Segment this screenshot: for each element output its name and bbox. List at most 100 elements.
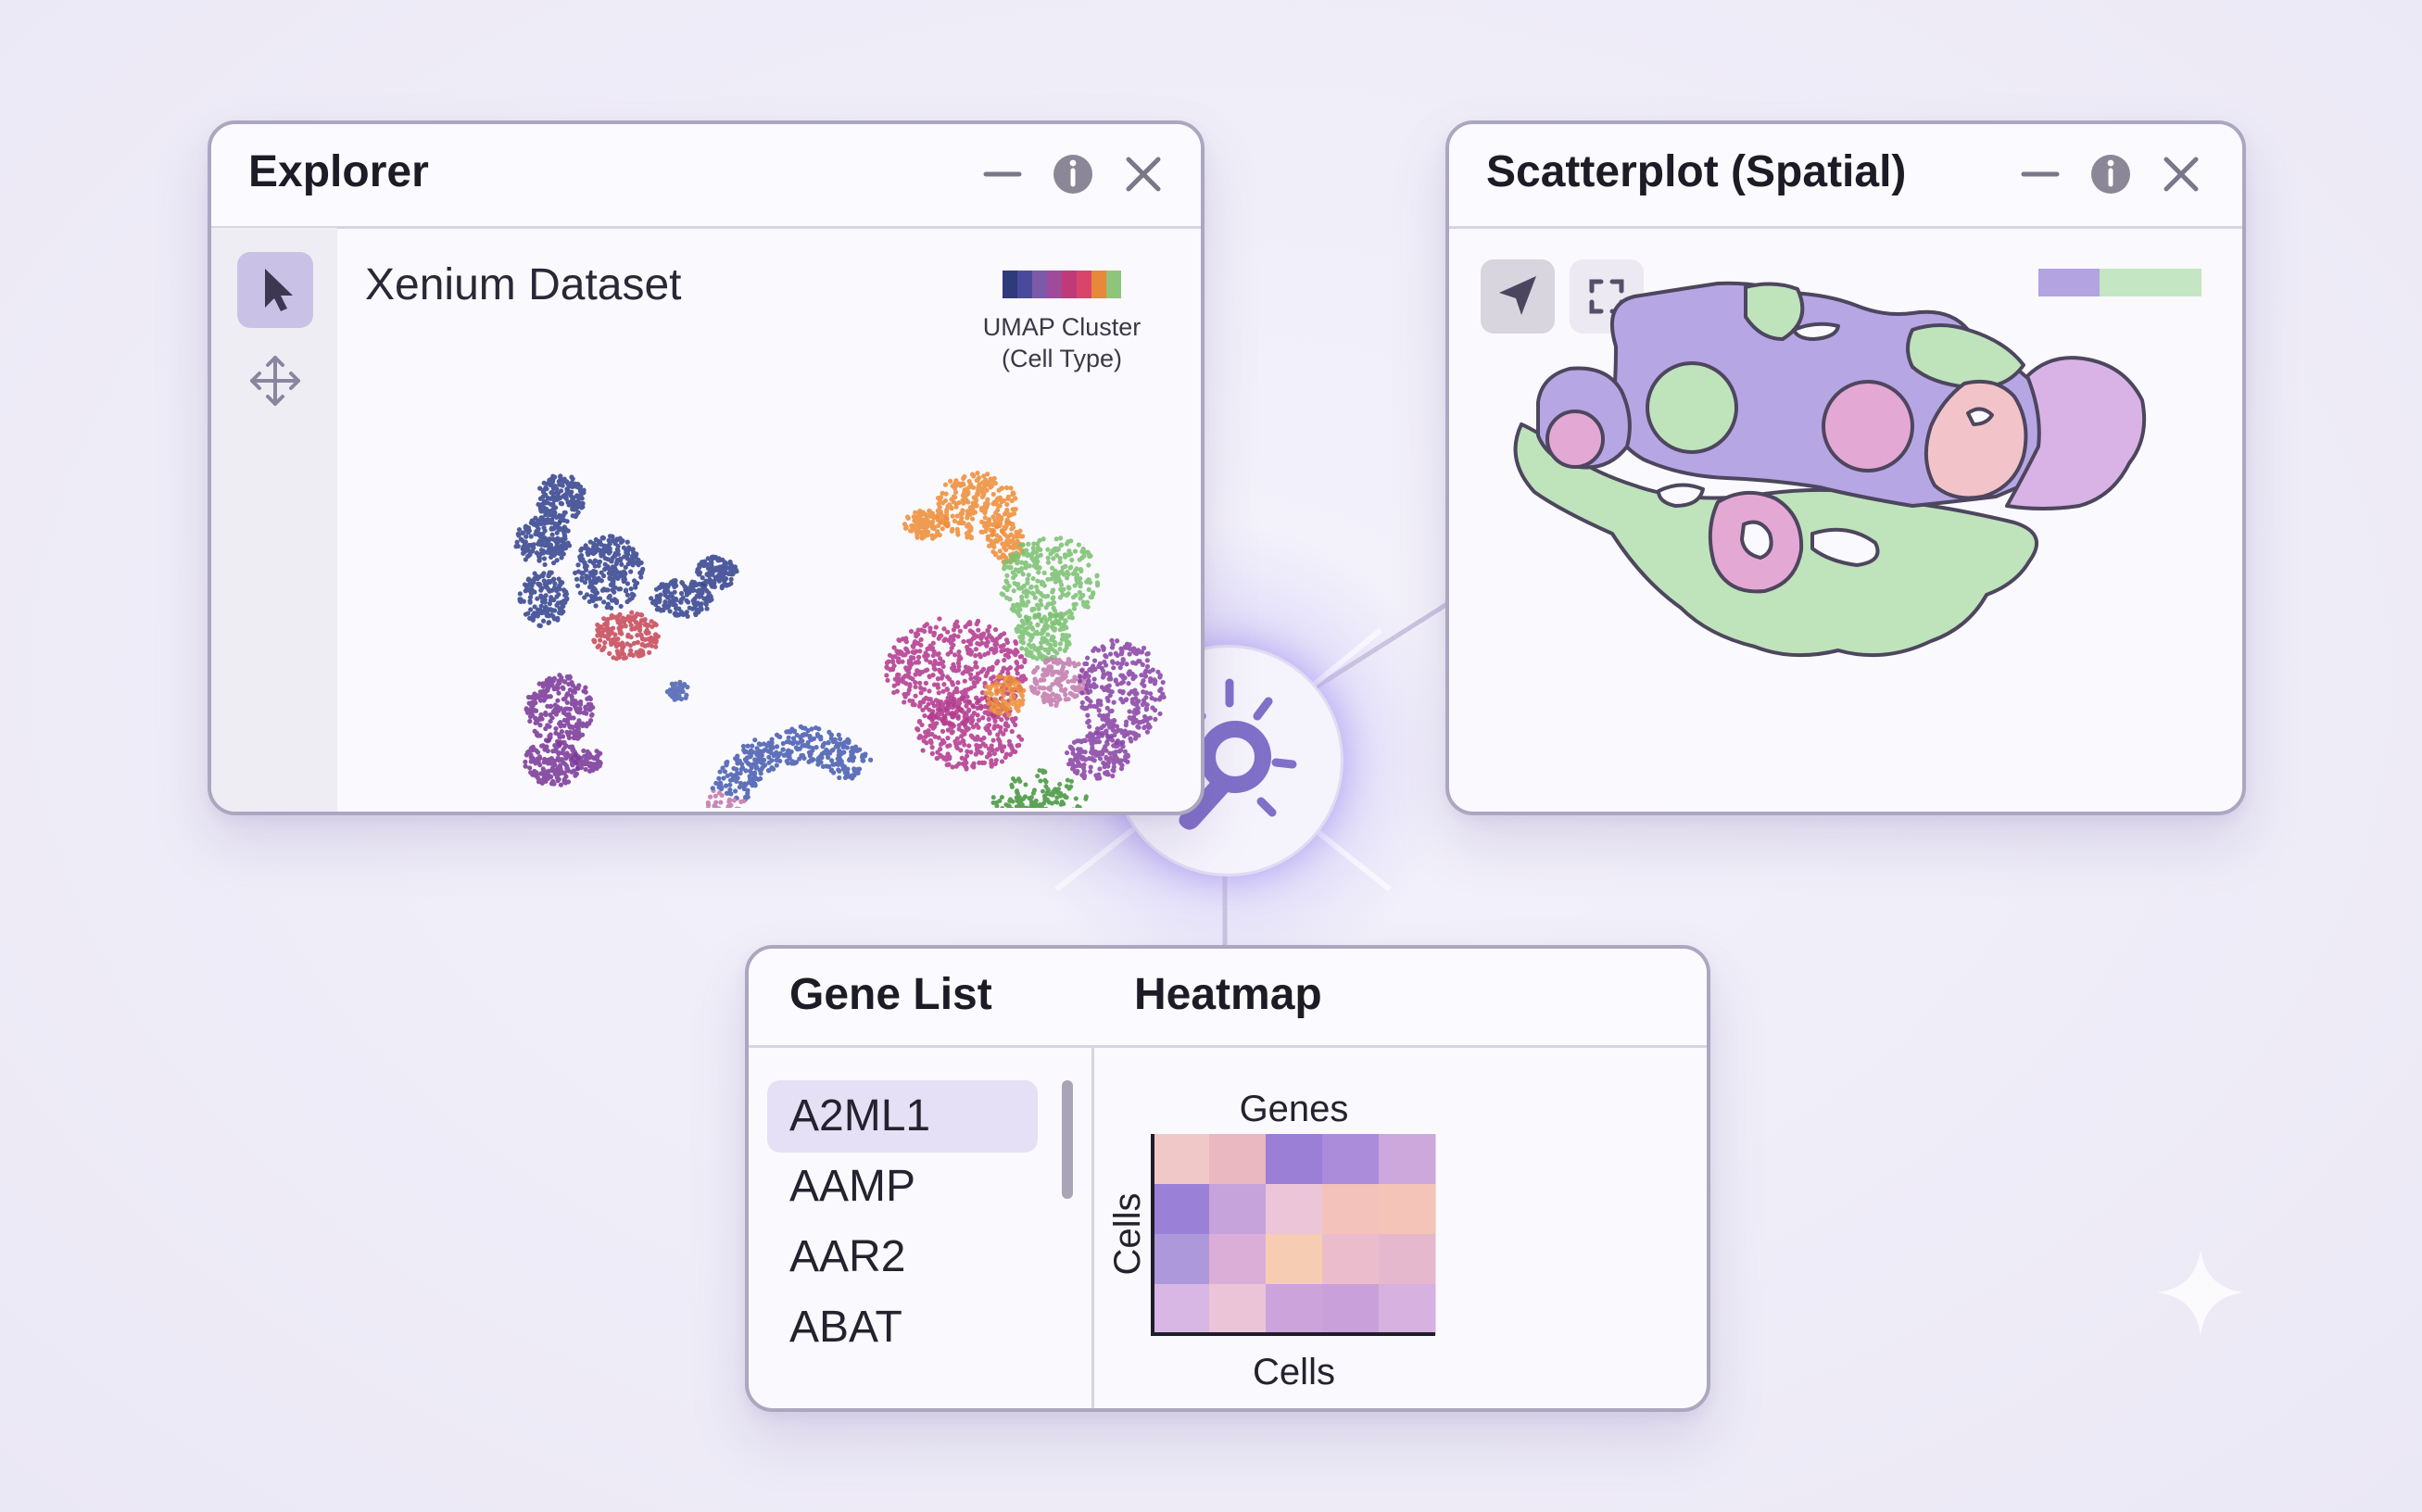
umap-cluster[interactable]: [573, 534, 646, 611]
heatmap-cell[interactable]: [1153, 1234, 1210, 1285]
close-icon[interactable]: [1119, 150, 1167, 198]
umap-cluster[interactable]: [935, 470, 1018, 541]
legend-swatch: [1047, 271, 1063, 298]
heatmap-cell[interactable]: [1379, 1134, 1436, 1185]
legend-swatch: [1091, 271, 1107, 298]
umap-cluster[interactable]: [983, 674, 1027, 718]
explorer-window: Explorer Xenium Dataset UMAP Cluster (Ce…: [208, 120, 1205, 815]
info-icon[interactable]: [1049, 150, 1097, 198]
gene-list-item[interactable]: A2ML1: [767, 1080, 1038, 1153]
umap-cluster[interactable]: [513, 515, 573, 568]
legend-swatch: [1062, 271, 1078, 298]
legend-swatch: [1106, 271, 1121, 298]
tissue-region[interactable]: [2005, 356, 2147, 510]
gene-heatmap-titlebar[interactable]: Gene List Heatmap: [749, 949, 1707, 1048]
navigate-tool-button[interactable]: [1481, 259, 1555, 334]
heatmap-x-label: Cells: [1253, 1352, 1335, 1392]
sparkle-icon: [2157, 1249, 2244, 1336]
heatmap-cell[interactable]: [1209, 1284, 1267, 1335]
tissue-region[interactable]: [1646, 361, 1738, 454]
heatmap-cell[interactable]: [1209, 1234, 1267, 1285]
umap-cluster[interactable]: [649, 578, 714, 619]
pan-tool-button[interactable]: [237, 343, 313, 419]
spatial-legend-colorbar: [2038, 269, 2201, 296]
tissue-hole: [1657, 483, 1705, 508]
umap-cluster[interactable]: [517, 570, 570, 629]
gene-list-item[interactable]: AAMP: [789, 1162, 916, 1211]
umap-cluster[interactable]: [986, 768, 1099, 808]
explorer-toolbar: [211, 228, 337, 812]
heatmap-cell[interactable]: [1266, 1184, 1323, 1235]
umap-cluster[interactable]: [1028, 656, 1089, 708]
legend-label-line1: UMAP Cluster: [982, 313, 1142, 341]
heatmap-top-label: Genes: [1240, 1089, 1349, 1129]
heatmap-cell[interactable]: [1153, 1284, 1210, 1335]
umap-cluster[interactable]: [1077, 637, 1167, 746]
heatmap-cell[interactable]: [1266, 1134, 1323, 1185]
umap-cluster[interactable]: [1014, 611, 1072, 662]
heatmap-cell[interactable]: [1322, 1234, 1380, 1285]
heatmap-cell[interactable]: [1266, 1234, 1323, 1285]
pane-divider: [1091, 1047, 1094, 1408]
gene-list-item[interactable]: AAR2: [789, 1232, 906, 1281]
gene-list-item[interactable]: ABAT: [789, 1303, 902, 1352]
select-tool-button[interactable]: [237, 252, 313, 328]
tissue-hole: [1792, 321, 1840, 341]
legend-swatch: [1017, 271, 1033, 298]
tissue-hole: [1966, 407, 1994, 426]
tissue-hole: [1740, 520, 1773, 560]
umap-scatter-plot[interactable]: [337, 228, 1197, 808]
legend-swatch: [1003, 271, 1018, 298]
minimize-icon[interactable]: [978, 150, 1027, 198]
minimize-icon[interactable]: [2016, 150, 2064, 198]
explorer-titlebar[interactable]: Explorer: [211, 124, 1201, 229]
spatial-tissue-map[interactable]: [1449, 228, 2235, 808]
tissue-region[interactable]: [1545, 410, 1605, 469]
heatmap-cell[interactable]: [1153, 1134, 1210, 1185]
heatmap-cell[interactable]: [1379, 1284, 1436, 1335]
umap-cluster[interactable]: [570, 748, 603, 774]
heatmap-cell[interactable]: [1322, 1284, 1380, 1335]
umap-legend-colorbar: [1003, 271, 1121, 298]
dataset-title: Xenium Dataset: [365, 260, 682, 309]
umap-cluster[interactable]: [999, 536, 1101, 625]
heatmap-cell[interactable]: [1153, 1184, 1210, 1235]
tissue-hole: [1810, 527, 1880, 567]
legend-swatch: [2038, 269, 2100, 296]
legend-swatch: [1077, 271, 1092, 298]
move-arrows-icon: [250, 356, 300, 406]
heatmap-cell[interactable]: [1266, 1284, 1323, 1335]
heatmap-cell[interactable]: [1209, 1184, 1267, 1235]
info-icon[interactable]: [2087, 150, 2135, 198]
close-icon[interactable]: [2157, 150, 2205, 198]
heatmap-chart[interactable]: Genes Cells Cells: [1095, 1047, 1703, 1405]
tissue-region[interactable]: [1744, 282, 1805, 341]
tissue-region[interactable]: [1906, 323, 2025, 390]
tissue-region[interactable]: [1822, 380, 1914, 472]
umap-cluster[interactable]: [1064, 731, 1130, 781]
legend-swatch: [1032, 271, 1048, 298]
umap-cluster[interactable]: [664, 679, 690, 702]
umap-cluster[interactable]: [524, 673, 596, 748]
pointer-arrow-icon: [265, 269, 293, 311]
gene-heatmap-window: Gene List Heatmap A2ML1 AAMP AAR2 ABAT Gene…: [745, 945, 1710, 1412]
tissue-region[interactable]: [1924, 379, 2028, 500]
umap-cluster[interactable]: [591, 610, 661, 662]
heatmap-cell[interactable]: [1209, 1134, 1267, 1185]
scatterplot-window: Scatterplot (Spatial): [1445, 120, 2246, 815]
umap-cluster[interactable]: [536, 473, 587, 524]
heatmap-cell[interactable]: [1322, 1184, 1380, 1235]
scatterplot-titlebar[interactable]: Scatterplot (Spatial): [1449, 124, 2242, 229]
umap-cluster[interactable]: [523, 737, 581, 788]
heatmap-cell[interactable]: [1379, 1234, 1436, 1285]
legend-swatch: [2100, 269, 2201, 296]
heatmap-cell[interactable]: [1322, 1134, 1380, 1185]
gene-list-title: Gene List: [789, 970, 992, 1019]
heatmap-title: Heatmap: [1134, 970, 1322, 1019]
umap-cluster[interactable]: [704, 724, 874, 808]
heatmap-cell[interactable]: [1379, 1184, 1436, 1235]
umap-cluster[interactable]: [915, 694, 1025, 772]
umap-cluster[interactable]: [694, 554, 739, 591]
umap-cluster[interactable]: [902, 508, 950, 541]
gene-list-scrollbar[interactable]: [1062, 1080, 1073, 1199]
